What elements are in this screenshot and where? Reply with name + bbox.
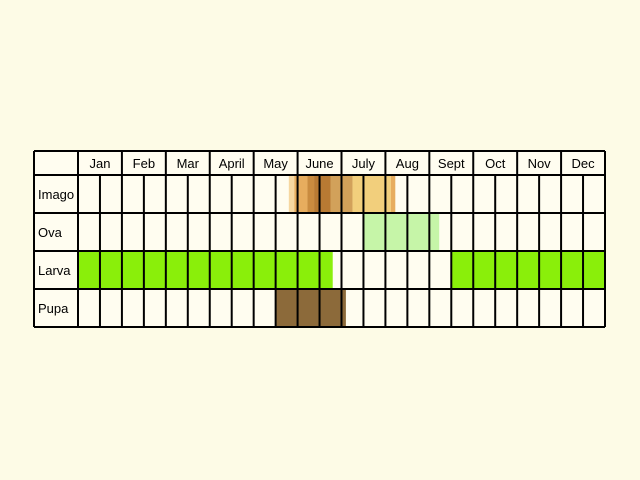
month-label-2: Mar	[177, 156, 200, 171]
period-larva-1	[451, 251, 605, 289]
period-pupa-0	[275, 289, 346, 327]
stage-label-pupa: Pupa	[38, 301, 69, 316]
period-imago-3	[314, 175, 331, 213]
period-imago-1	[294, 175, 308, 213]
period-imago-6	[390, 175, 396, 213]
grid-lines	[33, 150, 606, 328]
month-label-8: Sept	[438, 156, 465, 171]
month-label-9: Oct	[485, 156, 506, 171]
period-imago-2	[307, 175, 315, 213]
stage-label-larva: Larva	[38, 263, 71, 278]
period-ova-0	[363, 213, 440, 251]
month-label-1: Feb	[133, 156, 155, 171]
month-label-4: May	[263, 156, 288, 171]
month-label-11: Dec	[571, 156, 595, 171]
stage-label-ova: Ova	[38, 225, 63, 240]
month-label-0: Jan	[89, 156, 110, 171]
period-imago-0	[288, 175, 295, 213]
month-label-6: July	[352, 156, 376, 171]
month-label-5: June	[305, 156, 333, 171]
month-label-10: Nov	[528, 156, 552, 171]
month-label-7: Aug	[396, 156, 419, 171]
stage-label-imago: Imago	[38, 187, 74, 202]
month-label-3: April	[219, 156, 245, 171]
period-larva-0	[78, 251, 333, 289]
labels: Jan Feb Mar April May June July Aug Sept Oct Nov De…	[38, 156, 595, 316]
